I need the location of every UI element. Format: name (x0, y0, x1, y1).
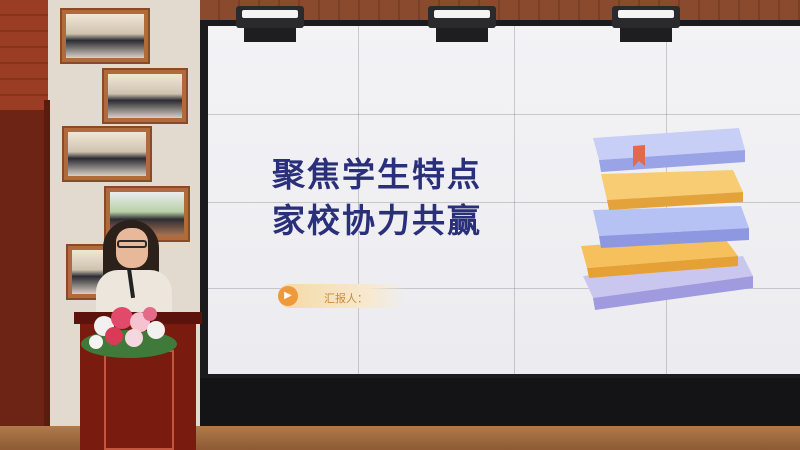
door (0, 110, 48, 440)
slide-title-line-2: 家校协力共赢 (272, 201, 482, 240)
stage-light (612, 6, 680, 28)
reporter-label: 汇报人： (324, 292, 368, 305)
panel-seam (208, 114, 800, 115)
group-photo (108, 74, 182, 118)
book-blue-mid (593, 206, 749, 248)
panel-seam (208, 288, 800, 289)
podium-panel (104, 350, 174, 450)
stage-light-housing (620, 28, 672, 42)
stage-light-housing (244, 28, 296, 42)
play-icon: ▶ (278, 286, 298, 306)
panel-seam (514, 26, 515, 374)
bookmark-ribbon (633, 145, 645, 167)
speaker-face (116, 228, 148, 268)
stage-light (236, 6, 304, 28)
reporter-bar (278, 284, 406, 308)
wall-photo-frame (60, 8, 150, 64)
stage-light (428, 6, 496, 28)
stacked-books-icon (581, 128, 753, 310)
panel-seam (208, 202, 800, 203)
book-top (593, 128, 745, 172)
group-photo (68, 132, 146, 176)
slide-title-line-1: 聚焦学生特点 (272, 155, 482, 194)
wall-photo-frame (102, 68, 188, 124)
projection-screen: 聚焦学生特点 家校协力共赢 ▶ 汇报人： (208, 26, 800, 374)
wall-photo-frame (62, 126, 152, 182)
book-orange-mid (601, 170, 743, 210)
speaker-glasses (117, 240, 147, 248)
flower-bouquet (81, 307, 177, 358)
stage-light-housing (436, 28, 488, 42)
wall-photo-frame (66, 244, 110, 300)
group-photo (66, 14, 144, 58)
panel-seam (358, 26, 359, 374)
stage-front (200, 378, 800, 426)
door-frame (44, 100, 50, 440)
